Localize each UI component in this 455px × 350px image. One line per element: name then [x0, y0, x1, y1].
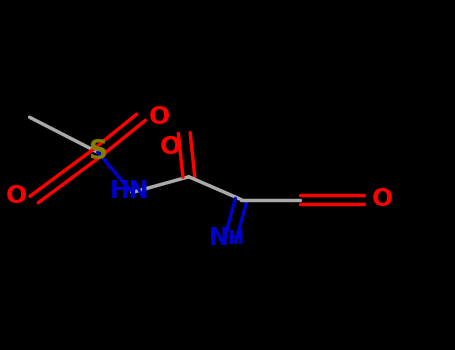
Text: O: O	[149, 105, 170, 129]
Text: H: H	[228, 229, 244, 247]
Text: O: O	[160, 135, 181, 159]
Text: O: O	[372, 188, 393, 211]
Text: S: S	[88, 139, 107, 165]
Text: N: N	[208, 226, 228, 250]
Text: HN: HN	[110, 179, 149, 203]
Text: O: O	[5, 184, 26, 208]
